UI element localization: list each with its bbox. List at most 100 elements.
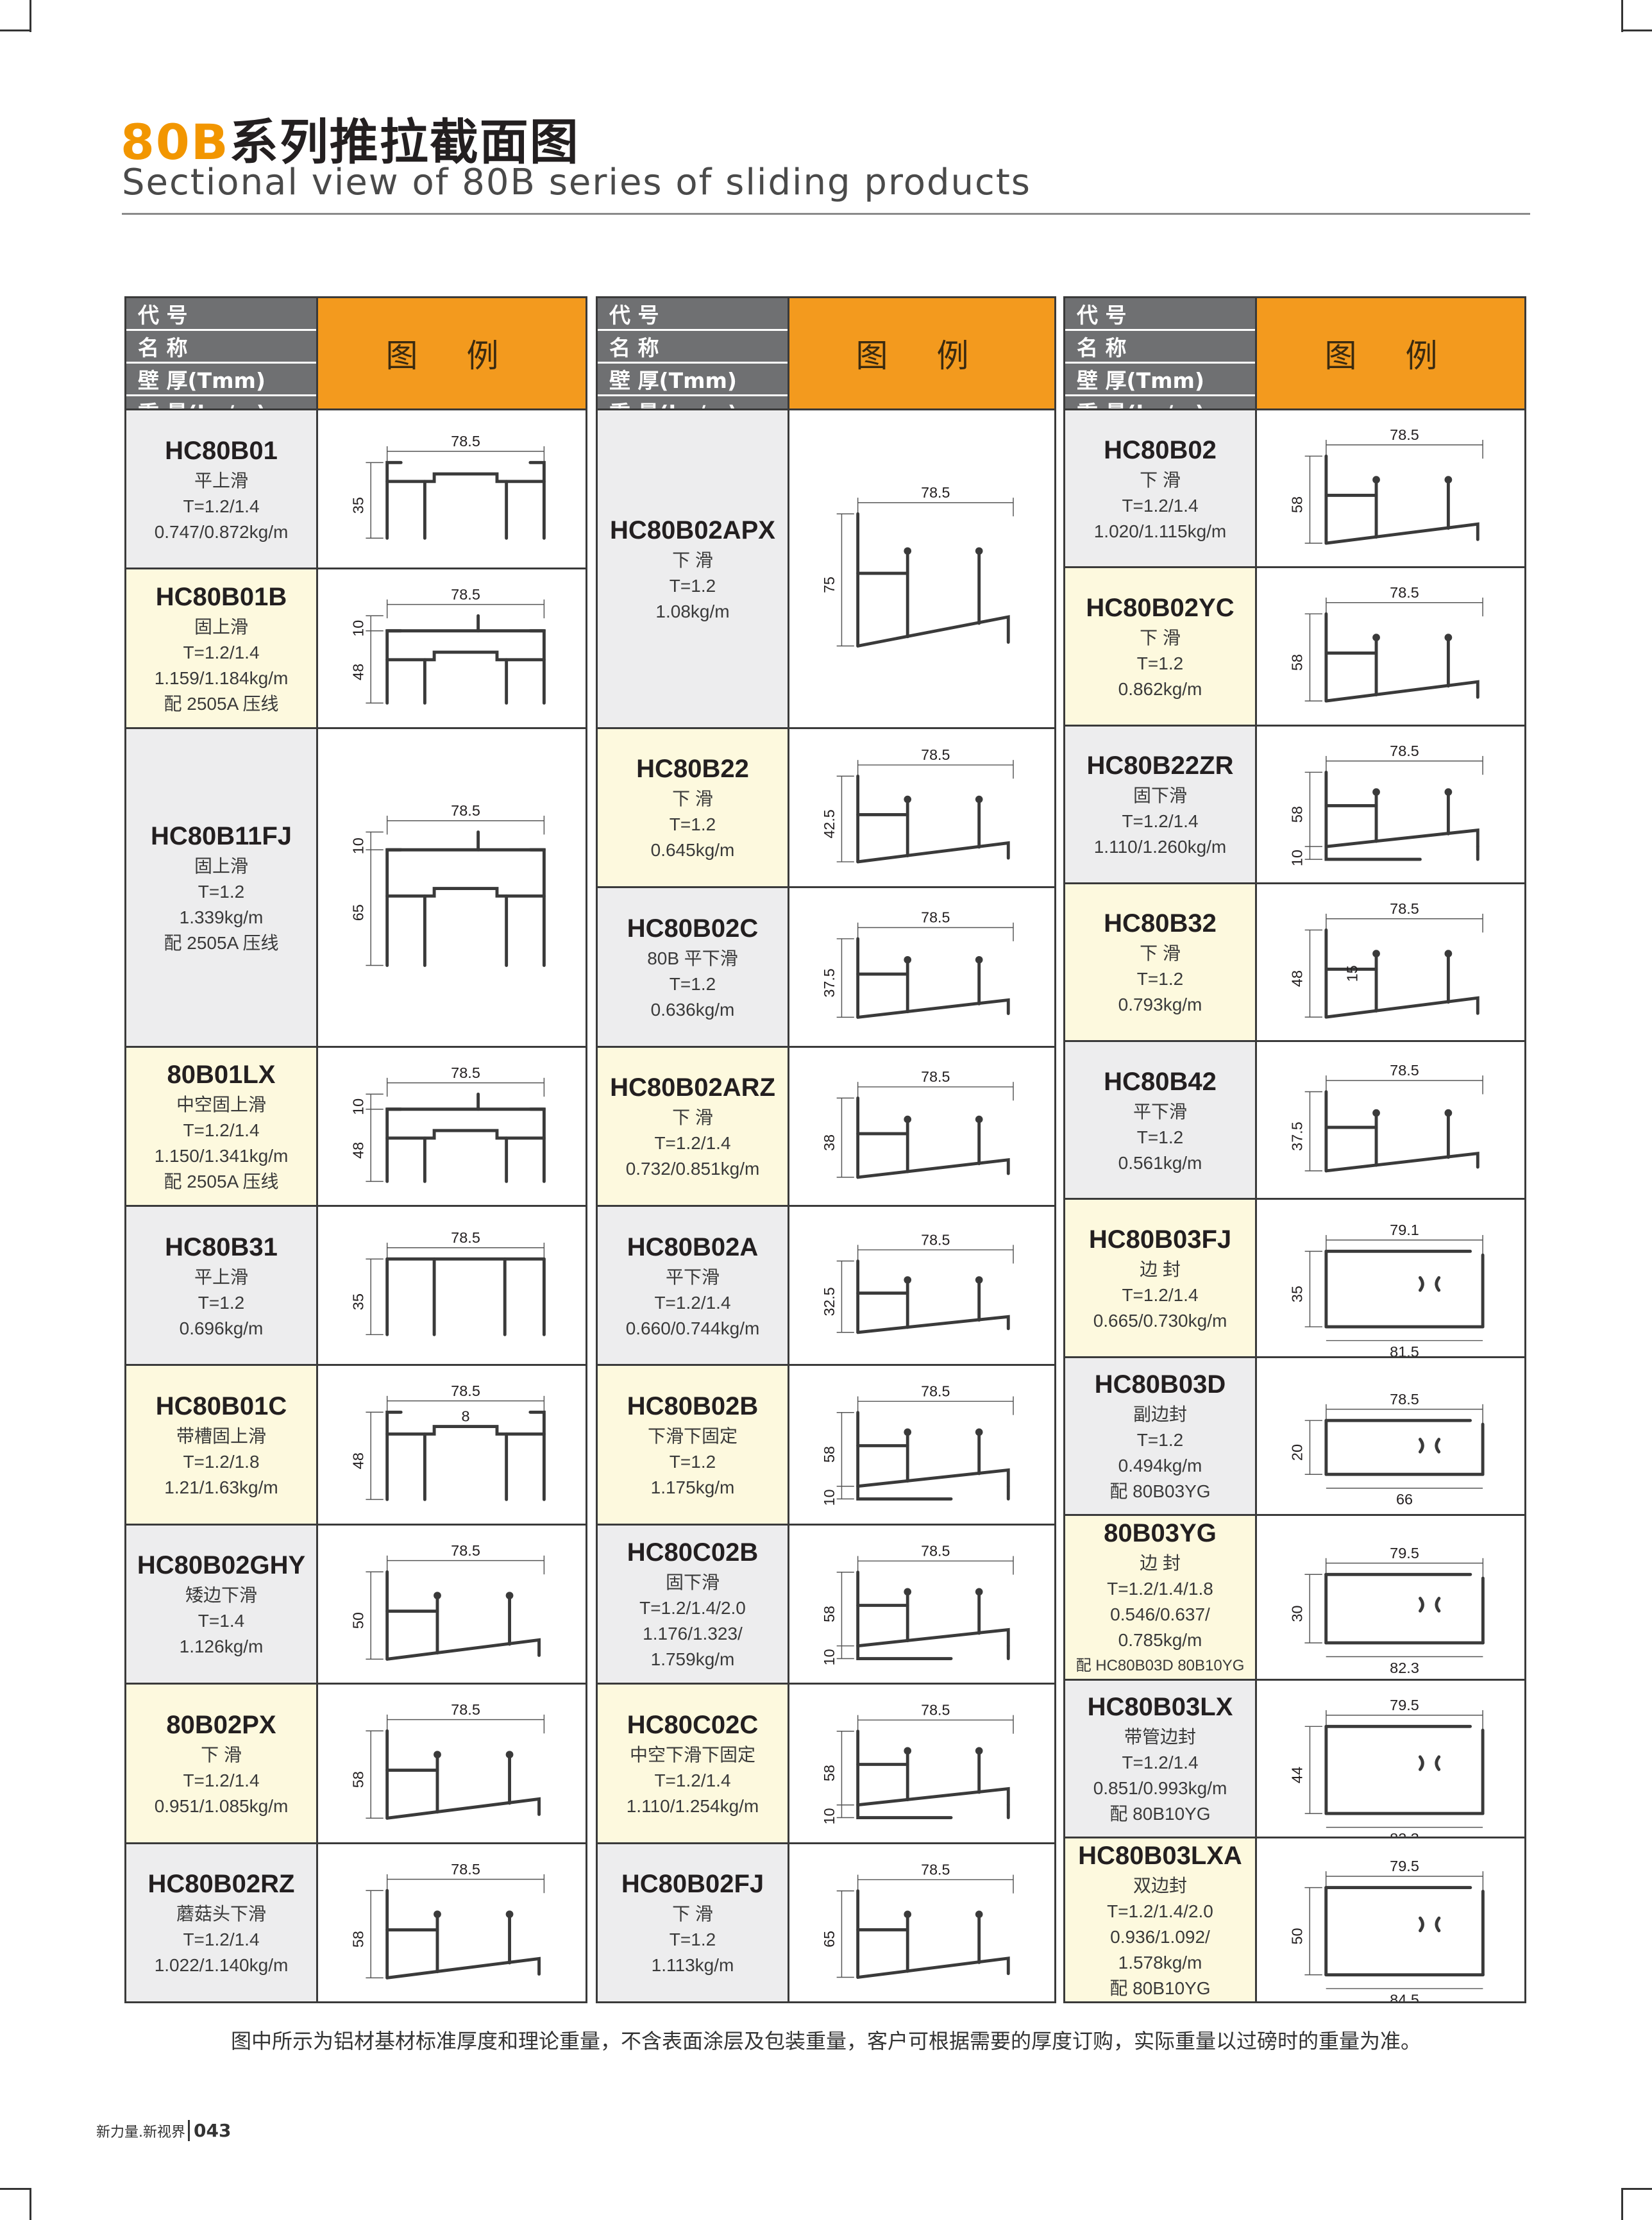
product-detail: T=1.2/1.4 (183, 1930, 260, 1950)
profile-base (385, 1638, 541, 1661)
profile-base (385, 1797, 541, 1820)
track-head (1372, 634, 1380, 642)
product-info-cell: HC80B03LXA 双边封 T=1.2/1.4/2.0 0.936/1.092/1.… (1065, 1837, 1255, 2001)
crop-mark (1621, 29, 1652, 31)
height-dimension-label: 50 (350, 1612, 366, 1629)
profile-bar (385, 650, 546, 662)
product-detail: 副边封 (1133, 1404, 1187, 1425)
product-detail: T=1.2/1.4 (654, 1292, 731, 1313)
product-code: HC80B02C (627, 914, 759, 943)
product-detail: 0.793kg/m (1118, 995, 1202, 1015)
product-info-cell: 80B01LX 中空固上滑 T=1.2/1.4 1.150/1.341kg/m 配 25… (126, 1045, 316, 1205)
profile-table-1: 代 号名 称壁 厚(Tmm)重 量(kg/m)图 例 HC80B01 平上滑 T=1.… (124, 296, 587, 2003)
profile-drawing: 78.5 37.5 (1289, 1062, 1483, 1173)
track-head (1372, 476, 1380, 484)
track-head (975, 547, 983, 555)
profile-bar (385, 886, 546, 898)
profile-left-wall (385, 629, 403, 705)
product-code: HC80B02YC (1086, 593, 1235, 622)
product-code: HC80B03D (1094, 1370, 1226, 1399)
product-detail: 双边封 (1133, 1876, 1187, 1896)
product-detail: 矮边下滑 (185, 1585, 257, 1606)
profile-drawing-cell: 78.5 20 66 (1255, 1356, 1524, 1514)
footer-note: 图中所示为铝材基材标准厚度和理论重量，不含表面涂层及包装重量，客户可根据需要的厚… (230, 2029, 1421, 2053)
profile-drawing: 78.5 35 (350, 1229, 546, 1336)
header-label-thickness: 壁 厚(Tmm) (598, 364, 788, 394)
product-detail: 1.020/1.115kg/m (1093, 521, 1227, 541)
height-dimension-label: 42.5 (821, 809, 838, 838)
product-detail: T=1.2/1.4 (1122, 1753, 1199, 1773)
product-detail: 带管边封 (1124, 1727, 1196, 1747)
profile-left-wall (385, 460, 403, 540)
product-detail: 1.21/1.63kg/m (164, 1477, 278, 1498)
slot-dimension-label: 8 (462, 1408, 470, 1425)
product-detail: 1.159/1.184kg/m (154, 668, 289, 689)
product-info-cell: HC80C02B 固下滑 T=1.2/1.4/2.0 1.176/1.323/1.75… (598, 1523, 788, 1683)
profile-drawing-cell: 78.5 58 (316, 1842, 586, 2001)
height-dimension-label: 58 (821, 1606, 838, 1622)
product-detail: 固上滑 (194, 617, 248, 637)
width-dimension-label: 78.5 (921, 1861, 950, 1878)
profile-drawing-cell: 78.5 48 15 (1255, 882, 1524, 1040)
product-detail: 0.851/0.993kg/m (1093, 1778, 1227, 1799)
height-dimension-label: 20 (1289, 1443, 1306, 1460)
height-dimension-label: 37.5 (1289, 1122, 1306, 1151)
profile-drawing: 78.5 35 (350, 433, 546, 540)
profile-drawing-cell: 79.5 30 82.3 (1255, 1513, 1524, 1679)
height-dimension-label: 10 (821, 1490, 838, 1506)
product-detail: 平下滑 (1133, 1101, 1187, 1122)
profile-drawing-cell: 79.1 35 81.5 (1255, 1198, 1524, 1356)
track-head (1444, 787, 1453, 796)
profile-drawing: 78.5 20 66 (1289, 1390, 1485, 1508)
product-detail: 平下滑 (665, 1266, 720, 1287)
product-detail: T=1.2/1.4/1.8 (1107, 1578, 1213, 1599)
track-head (904, 1428, 912, 1436)
width-dimension-label: 78.5 (1390, 1390, 1419, 1407)
profile-fixing-leg (1324, 845, 1479, 861)
width-dimension-label: 78.5 (1390, 1062, 1419, 1079)
width-dimension-label: 78.5 (921, 746, 950, 763)
track-head (434, 1592, 441, 1599)
product-detail: 1.110/1.260kg/m (1093, 837, 1227, 857)
height-dimension-label: 48 (1289, 970, 1306, 987)
profile-bar (385, 1425, 546, 1436)
product-detail: 配 2505A 压线 (164, 694, 279, 714)
profile-drawing-cell: 78.5 58 10 (1255, 724, 1524, 882)
track-head (904, 1910, 912, 1918)
profile-base (856, 841, 1010, 864)
product-detail: T=1.4 (198, 1611, 245, 1631)
profile-base (856, 1956, 1010, 1979)
product-info-cell: HC80B02 下 滑 T=1.2/1.4 1.020/1.115kg/m (1065, 408, 1255, 567)
product-detail: 0.732/0.851kg/m (625, 1159, 760, 1179)
profile-right-wall (528, 1107, 546, 1183)
product-detail: T=1.2/1.4 (1122, 495, 1199, 516)
width-dimension-label: 79.1 (1390, 1222, 1419, 1238)
profile-drawing: 78.5 58 10 (821, 1542, 1014, 1665)
product-detail: 中空下滑下固定 (629, 1744, 755, 1765)
height-dimension-label: 58 (821, 1765, 838, 1781)
seal-clips (1419, 1916, 1441, 1933)
height-dimension-label: 75 (821, 576, 838, 593)
product-detail: 固上滑 (194, 855, 248, 876)
profile-drawing-cell: 78.5 37.5 (1255, 1040, 1524, 1198)
height-dimension-label: 58 (821, 1446, 838, 1463)
track-head (904, 1588, 912, 1595)
profile-drawing: 78.5 37.5 (821, 909, 1014, 1019)
profile-drawing-cell: 78.5 42.5 (788, 727, 1054, 887)
profile-drawing: 78.5 65 (821, 1861, 1014, 1979)
profile-base (856, 1315, 1010, 1334)
page-label: 新力量.新视界 043 (96, 2120, 232, 2141)
width-dimension-label: 78.5 (921, 909, 950, 926)
profile-drawing-cell: 78.5 58 10 (788, 1523, 1054, 1683)
product-code: HC80C02C (627, 1710, 759, 1739)
product-detail: 0.494kg/m (1118, 1456, 1202, 1476)
product-info-cell: HC80B22ZR 固下滑 T=1.2/1.4 1.110/1.260kg/m (1065, 724, 1255, 882)
seal-clips (1419, 1596, 1441, 1613)
header-label-code: 代 号 (1065, 298, 1255, 329)
product-detail: T=1.2 (1136, 1127, 1184, 1147)
bottom-dimension-label: 66 (1396, 1491, 1413, 1508)
product-info-cell: HC80B22 下 滑 T=1.2 0.645kg/m (598, 727, 788, 887)
profile-base (856, 998, 1010, 1019)
width-dimension-label: 78.5 (921, 1068, 950, 1085)
width-dimension-label: 79.5 (1390, 1545, 1419, 1561)
